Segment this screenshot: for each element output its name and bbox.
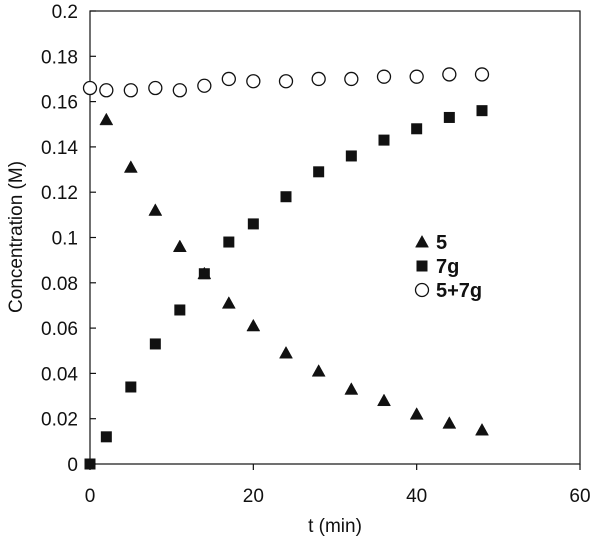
y-tick-label: 0.08 (41, 274, 78, 295)
data-point-7g (198, 268, 210, 280)
data-point-5 (246, 318, 261, 332)
data-point-5-7g (82, 80, 98, 96)
data-point-5-7g (99, 83, 114, 98)
data-point-7g (280, 191, 292, 203)
data-point-5-7g (278, 74, 294, 89)
y-tick-label: 0.1 (52, 229, 78, 250)
data-point-7g (378, 134, 390, 146)
y-tick-label: 0.06 (41, 319, 78, 340)
data-point-5-7g (123, 83, 138, 98)
data-point-5-7g (246, 74, 261, 89)
data-point-5 (221, 296, 236, 309)
x-tick-label: 20 (243, 486, 264, 507)
legend-label-7g: 7g (436, 256, 459, 278)
data-point-5-7g (344, 71, 359, 87)
legend-marker-7g (416, 260, 428, 272)
y-tick-label: 0.14 (41, 138, 78, 159)
y-axis-label: Concentration (M) (6, 161, 27, 313)
data-point-5-7g (311, 71, 326, 87)
legend-marker-5-7g (414, 282, 430, 298)
y-tick-label: 0.12 (41, 183, 78, 204)
y-axis-ticks: 0 0.02 0.04 0.06 0.08 0.1 0.12 0.14 0.16 0.18 0.2 (41, 2, 96, 476)
data-point-5 (148, 203, 163, 216)
y-tick-label: 0.18 (41, 47, 78, 68)
data-point-5 (279, 346, 293, 359)
legend-label-5-7g: 5+7g (436, 280, 482, 302)
data-point-5 (442, 416, 457, 429)
data-point-7g (247, 218, 259, 230)
data-point-5 (172, 239, 187, 253)
data-point-5 (377, 393, 391, 407)
data-point-7g (345, 150, 357, 162)
data-point-7g (84, 458, 96, 470)
data-point-5 (344, 382, 359, 395)
legend-marker-5 (415, 234, 429, 248)
data-point-7g (223, 236, 235, 248)
series-layer (82, 67, 490, 470)
data-point-7g (443, 111, 455, 123)
x-axis-ticks: 0 20 40 60 (85, 464, 591, 507)
y-tick-label: 0.04 (41, 364, 78, 385)
data-point-5-7g (474, 67, 490, 82)
data-point-7g (125, 381, 137, 393)
x-tick-label: 60 (569, 486, 590, 507)
data-point-5-7g (442, 67, 457, 82)
y-tick-label: 0.16 (41, 93, 78, 114)
y-tick-label: 0.2 (52, 2, 78, 23)
data-point-5 (409, 407, 424, 420)
data-point-5-7g (148, 80, 163, 96)
data-point-5 (311, 364, 326, 377)
series-5-7g (82, 67, 490, 98)
plot-area (89, 10, 581, 465)
legend-label-5: 5 (436, 232, 447, 254)
x-tick-label: 40 (406, 486, 427, 507)
y-tick-label: 0.02 (41, 410, 78, 431)
data-point-5 (475, 423, 489, 436)
data-point-7g (100, 431, 112, 443)
series-7g (84, 105, 488, 470)
data-point-5-7g (197, 78, 212, 93)
data-point-7g (411, 123, 423, 135)
data-point-5-7g (172, 83, 187, 98)
data-point-5 (123, 160, 138, 173)
x-tick-label: 0 (85, 486, 96, 507)
data-point-5-7g (409, 69, 424, 84)
data-point-5 (99, 112, 114, 126)
data-point-7g (149, 338, 161, 350)
data-point-5-7g (221, 71, 236, 87)
data-point-7g (174, 304, 186, 316)
data-point-5-7g (376, 69, 392, 84)
data-point-7g (476, 105, 488, 117)
x-axis-label: t (min) (308, 516, 362, 537)
data-point-7g (313, 166, 325, 178)
y-tick-label: 0 (67, 455, 78, 476)
